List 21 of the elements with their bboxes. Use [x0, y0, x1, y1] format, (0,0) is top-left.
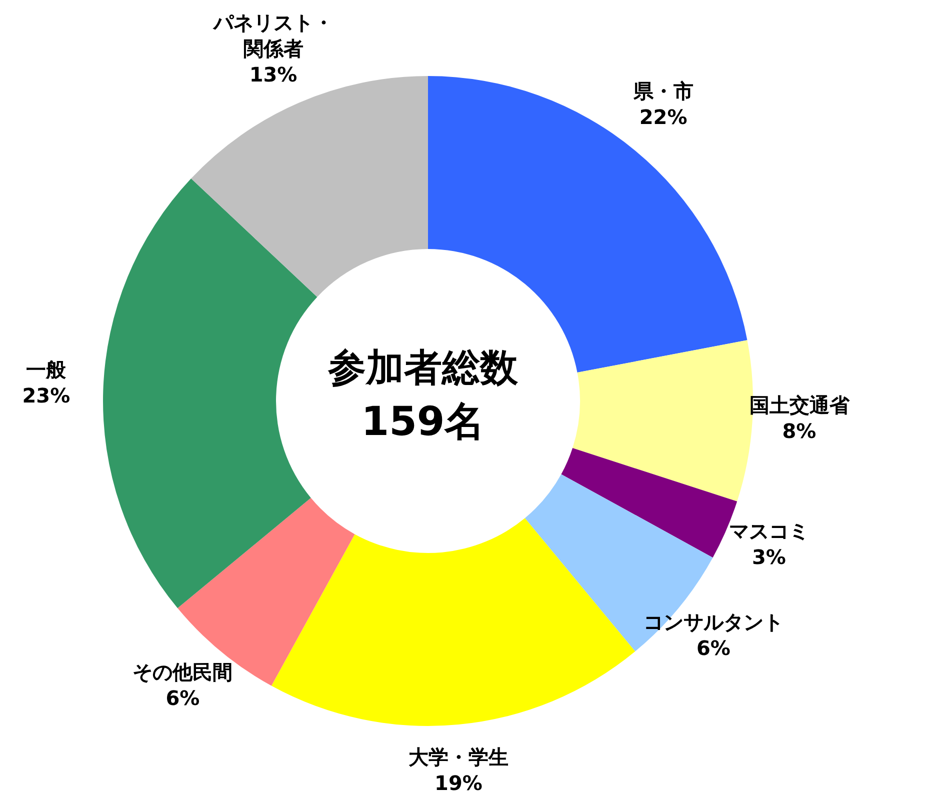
text: 参加者総数: [327, 345, 519, 390]
slice-label: 一般: [26, 358, 68, 382]
data-label: 6%: [166, 686, 200, 710]
data-label: 22%: [639, 104, 688, 129]
slice-label: その他民間: [132, 660, 233, 684]
donut-slice: [572, 340, 752, 502]
data-label: 3%: [752, 545, 786, 570]
data-label: 13%: [249, 62, 298, 86]
data-label: 6%: [696, 636, 730, 660]
slice-label: マスコミ: [728, 519, 809, 544]
slice-label: コンサルタント: [643, 610, 784, 634]
slice-label: 国土交通省: [749, 393, 850, 418]
donut-slice: [271, 518, 636, 726]
slice-label: 大学・学生: [408, 744, 508, 769]
slice-label: 県・市: [632, 78, 694, 103]
donut-slice: [103, 178, 318, 608]
data-label: 19%: [434, 770, 482, 795]
text: 159名: [361, 398, 485, 445]
data-label: 23%: [22, 384, 70, 408]
data-label: 8%: [782, 419, 816, 444]
slice-label: パネリスト・関係者: [212, 10, 334, 60]
